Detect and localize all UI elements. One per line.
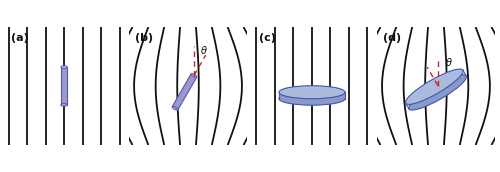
Ellipse shape xyxy=(61,103,68,106)
Bar xyxy=(279,92,345,99)
Ellipse shape xyxy=(406,69,463,104)
Text: (d): (d) xyxy=(383,33,401,43)
Text: (a): (a) xyxy=(11,33,28,43)
Polygon shape xyxy=(172,74,197,110)
Text: (b): (b) xyxy=(135,33,153,43)
Ellipse shape xyxy=(61,66,68,69)
FancyBboxPatch shape xyxy=(61,67,68,105)
Ellipse shape xyxy=(191,74,197,78)
Ellipse shape xyxy=(279,92,345,105)
Ellipse shape xyxy=(172,106,178,110)
Text: (c): (c) xyxy=(259,33,276,43)
Text: $\theta$: $\theta$ xyxy=(200,44,208,56)
Ellipse shape xyxy=(408,75,467,110)
Ellipse shape xyxy=(279,86,345,99)
Text: $\theta$: $\theta$ xyxy=(445,56,452,68)
